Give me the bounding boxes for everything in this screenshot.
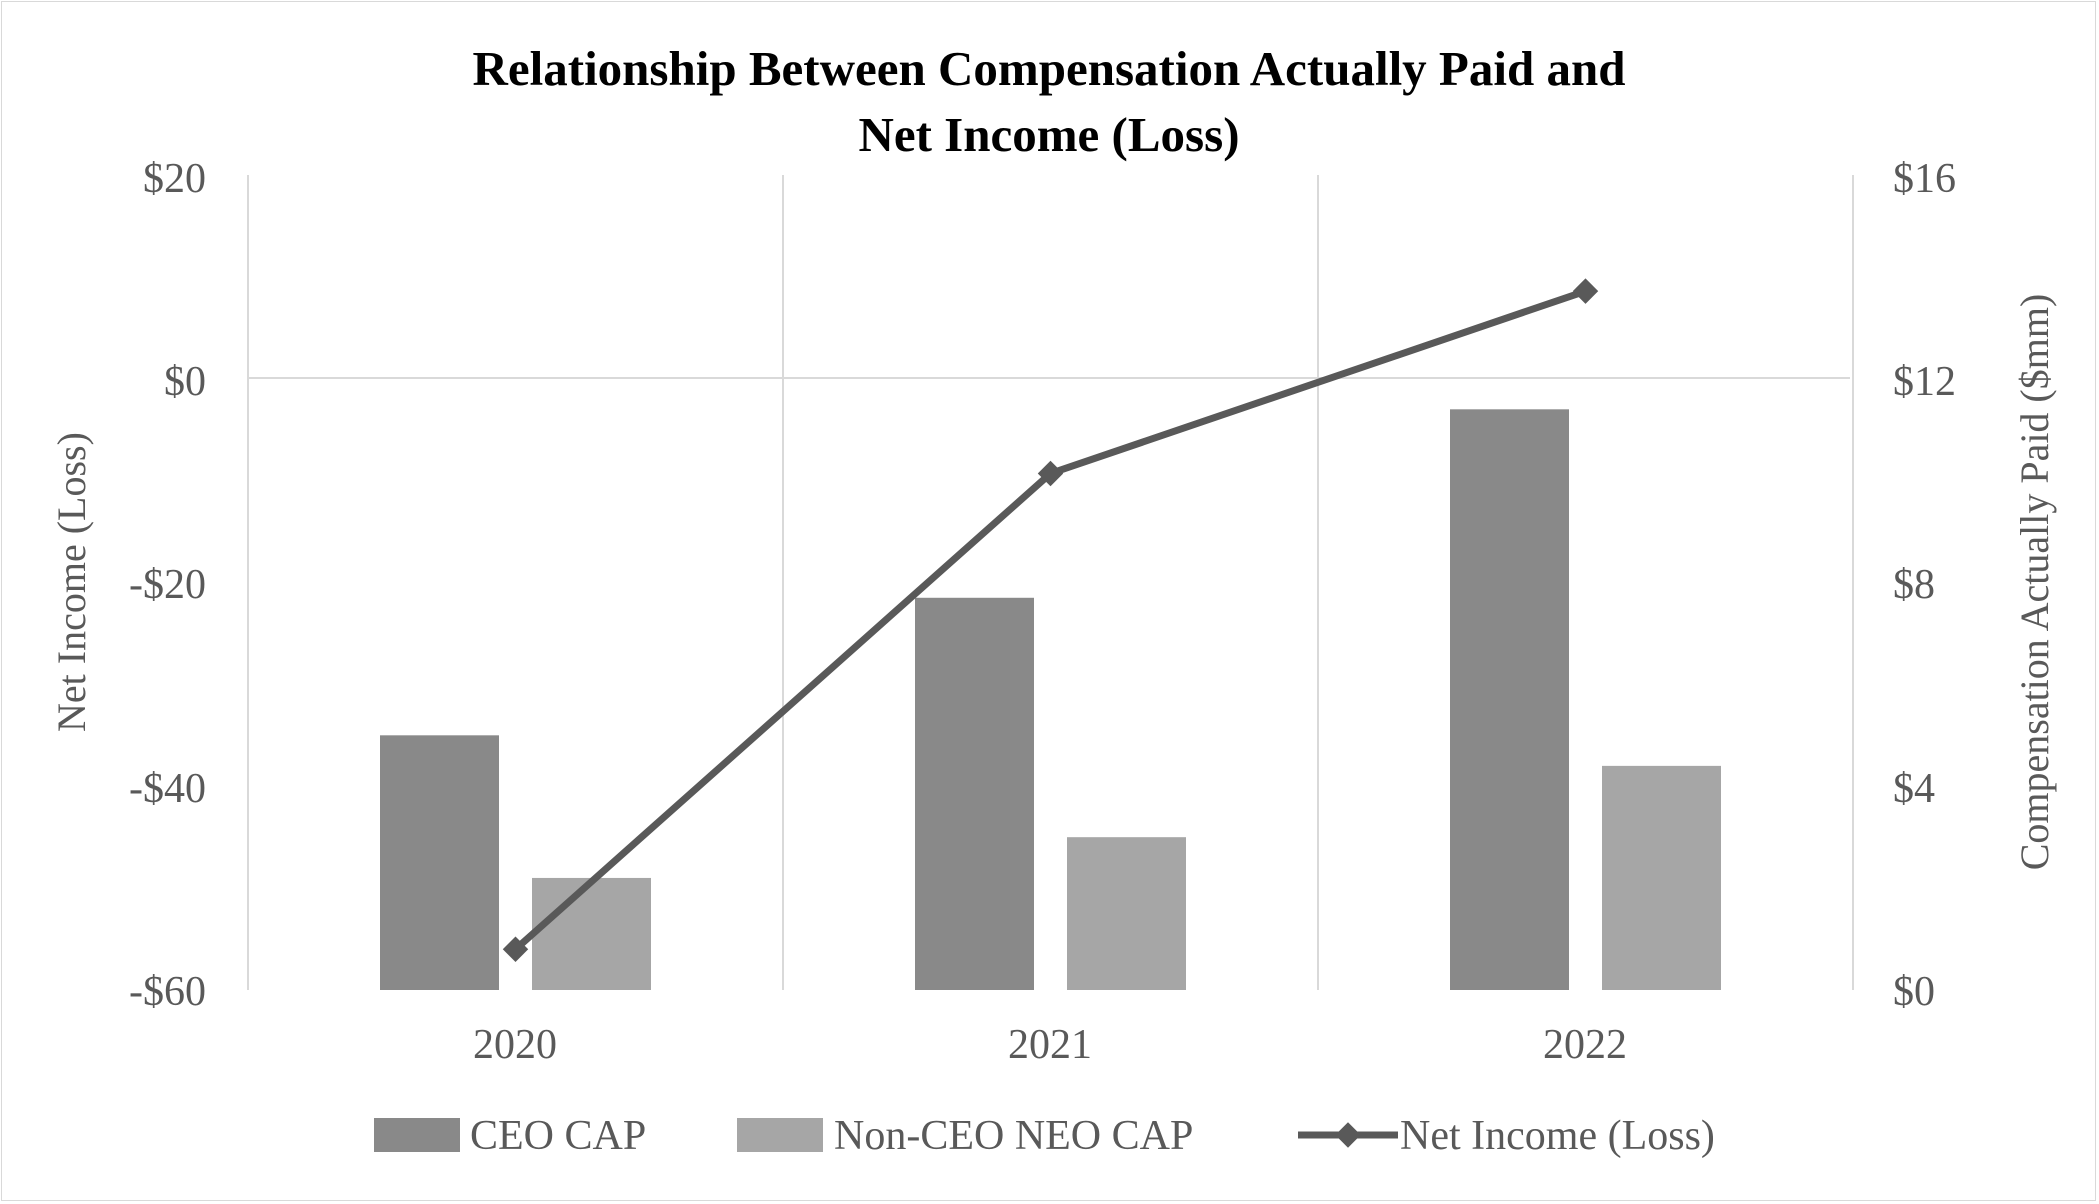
left-tick-label: $20 [143, 156, 206, 202]
bar-non-ceo-neo-cap-2022 [1602, 765, 1721, 990]
legend-label-net-income: Net Income (Loss) [1400, 1113, 1715, 1159]
bar-non-ceo-neo-cap-2020 [532, 877, 651, 990]
line-series [502, 278, 1599, 962]
left-axis-title: Net Income (Loss) [49, 432, 94, 732]
x-tick-label: 2021 [1008, 1022, 1092, 1068]
right-tick-label: $12 [1893, 359, 1956, 405]
left-tick-label: -$20 [129, 562, 206, 608]
bar-ceo-cap-2020 [380, 735, 499, 990]
bar-non-ceo-neo-cap-2021 [1067, 837, 1186, 990]
bar-ceo-cap-2022 [1450, 409, 1569, 990]
x-tick-label: 2020 [473, 1022, 557, 1068]
x-axis: 2020 2021 2022 [473, 1022, 1627, 1068]
left-tick-label: -$40 [129, 766, 206, 812]
legend-swatch-non-ceo-neo-cap [737, 1118, 823, 1152]
chart-title-line-2: Net Income (Loss) [858, 107, 1239, 162]
legend-label-non-ceo-neo-cap: Non-CEO NEO CAP [834, 1113, 1193, 1159]
legend-label-ceo-cap: CEO CAP [470, 1113, 646, 1159]
right-tick-label: $0 [1893, 969, 1935, 1015]
right-tick-label: $16 [1893, 156, 1956, 202]
bar-ceo-cap-2021 [915, 597, 1034, 990]
bar-series [380, 409, 1721, 990]
right-tick-label: $8 [1893, 562, 1935, 608]
right-tick-label: $4 [1893, 766, 1935, 812]
net-income-marker-2020 [502, 936, 529, 962]
left-tick-label: -$60 [129, 969, 206, 1015]
right-axis-title: Compensation Actually Paid ($mm) [2012, 294, 2057, 871]
legend-swatch-ceo-cap [374, 1118, 460, 1152]
net-income-marker-2022 [1572, 278, 1599, 304]
chart-title-line-1: Relationship Between Compensation Actual… [473, 41, 1626, 96]
net-income-line [513, 287, 1587, 952]
right-axis: $16 $12 $8 $4 $0 Compensation Actually P… [1893, 156, 2057, 1015]
legend: CEO CAP Non-CEO NEO CAP Net Income (Loss… [374, 1113, 1715, 1159]
gridlines [247, 175, 1854, 990]
x-tick-label: 2022 [1543, 1022, 1627, 1068]
left-axis: $20 $0 -$20 -$40 -$60 Net Income (Loss) [49, 156, 206, 1015]
legend-swatch-net-income-marker [1335, 1122, 1361, 1148]
left-tick-label: $0 [164, 359, 206, 405]
